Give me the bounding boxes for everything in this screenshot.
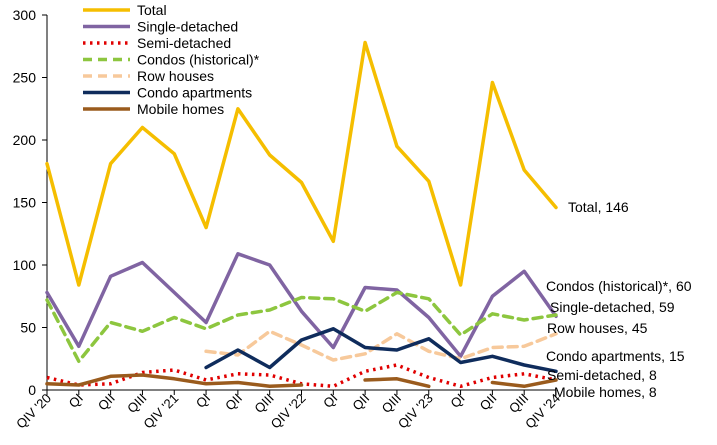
x-tick-label: QIII xyxy=(379,391,404,416)
series-line-mobile-homes xyxy=(490,378,558,389)
legend-label: Condos (historical)* xyxy=(137,52,260,68)
y-tick-label: 300 xyxy=(13,7,37,23)
end-label: Mobile homes, 8 xyxy=(554,384,657,400)
y-tick-label: 50 xyxy=(20,320,36,336)
x-tick-label: QI xyxy=(447,391,467,411)
series-line-condos-historical xyxy=(45,290,558,364)
x-tick-label: QIV '21 xyxy=(140,391,181,432)
y-tick-label: 200 xyxy=(13,132,37,148)
y-tick-label: 250 xyxy=(13,70,37,86)
x-tick-label: QII xyxy=(222,391,245,414)
series-line-mobile-homes xyxy=(363,377,431,389)
series-line-row-houses xyxy=(204,329,558,362)
x-tick-label: QIII xyxy=(506,391,531,416)
series-line-total xyxy=(45,40,558,287)
legend: TotalSingle-detachedSemi-detachedCondos … xyxy=(83,2,260,117)
x-tick-label: QI xyxy=(320,391,340,411)
end-label: Row houses, 45 xyxy=(547,320,648,336)
y-tick-label: 0 xyxy=(28,382,36,398)
y-tick-label: 100 xyxy=(13,257,37,273)
legend-label: Single-detached xyxy=(137,19,238,35)
legend-label: Total xyxy=(137,2,167,18)
end-label: Single-detached, 59 xyxy=(550,299,675,315)
x-tick-label: QII xyxy=(477,391,500,414)
x-tick-label: QI xyxy=(66,391,86,411)
series-layer xyxy=(45,40,558,389)
x-tick-label: QIV '23 xyxy=(395,391,436,432)
x-tick-label: QIII xyxy=(124,391,149,416)
legend-label: Row houses xyxy=(137,68,214,84)
x-tick-label: QIII xyxy=(251,391,276,416)
series-line-mobile-homes xyxy=(45,373,304,389)
end-label: Total, 146 xyxy=(568,199,629,215)
y-tick-label: 150 xyxy=(13,195,37,211)
legend-label: Condo apartments xyxy=(137,85,252,101)
legend-label: Semi-detached xyxy=(137,35,231,51)
end-label: Condos (historical)*, 60 xyxy=(546,278,692,294)
x-tick-label: QII xyxy=(95,391,118,414)
end-label: Semi-detached, 8 xyxy=(547,367,657,383)
x-tick-label: QI xyxy=(193,391,213,411)
legend-label: Mobile homes xyxy=(137,101,224,117)
end-label: Condo apartments, 15 xyxy=(546,348,685,364)
end-labels: Total, 146 Single-detached, 59 Semi-detach… xyxy=(546,199,692,400)
series-line-single-detached xyxy=(45,252,558,359)
x-tick-label: QIV '22 xyxy=(268,391,309,432)
x-tick-label: QII xyxy=(349,391,372,414)
series-line-condo-apartments xyxy=(204,327,558,374)
